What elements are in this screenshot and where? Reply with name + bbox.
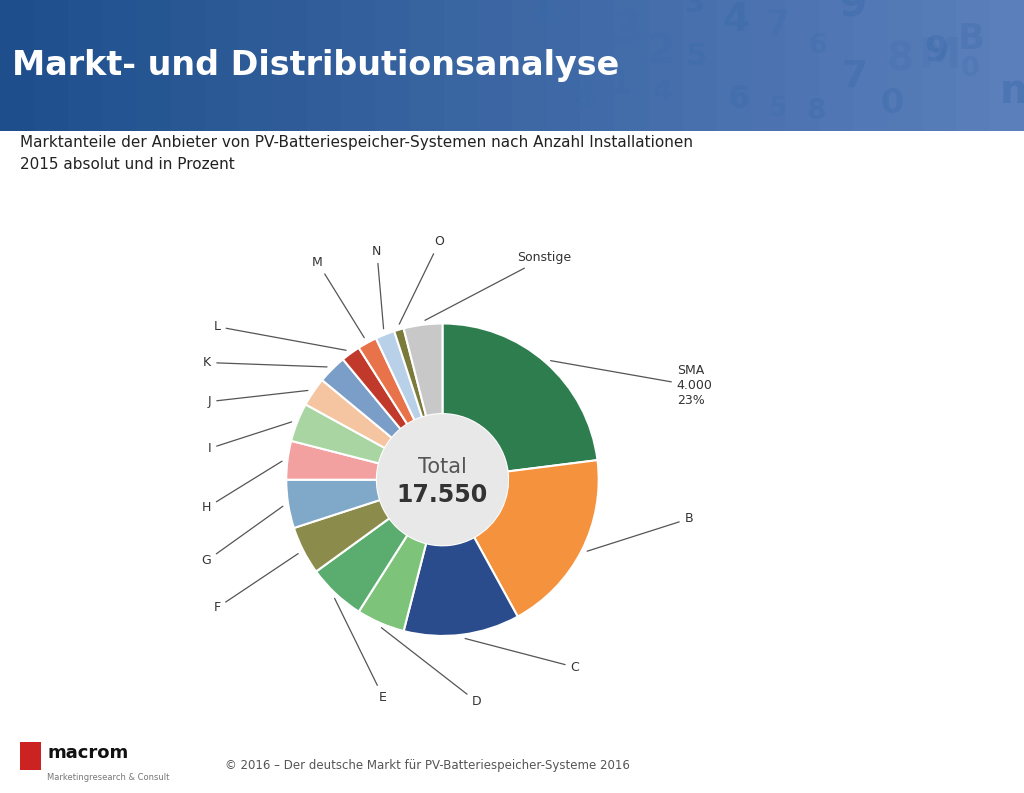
Text: 6: 6 (728, 84, 751, 116)
Wedge shape (305, 380, 392, 448)
Text: C: C (465, 638, 580, 674)
Wedge shape (287, 480, 380, 528)
Text: b: b (537, 0, 567, 32)
Text: 7: 7 (766, 8, 790, 42)
Wedge shape (474, 460, 599, 617)
Bar (546, 0, 581, 131)
Bar (205, 0, 239, 131)
Wedge shape (358, 535, 426, 631)
Text: D: D (381, 628, 481, 708)
Bar (888, 0, 922, 131)
Text: I: I (208, 422, 292, 455)
Text: 5: 5 (769, 96, 787, 122)
Text: Total: Total (418, 458, 467, 477)
Text: 0: 0 (881, 87, 904, 121)
Text: 3: 3 (611, 10, 642, 52)
Text: Markt- und Distributionsanalyse: Markt- und Distributionsanalyse (12, 49, 620, 82)
Bar (0, 0, 34, 131)
Text: Sonstige: Sonstige (425, 251, 571, 320)
Bar (614, 0, 648, 131)
Text: E: E (335, 599, 387, 703)
Text: N: N (372, 245, 384, 329)
Text: M: M (918, 35, 961, 77)
Wedge shape (287, 441, 379, 480)
Text: 1: 1 (531, 0, 557, 24)
Wedge shape (291, 404, 385, 463)
Bar (683, 0, 717, 131)
Text: 4: 4 (722, 2, 750, 40)
Text: M: M (312, 256, 365, 338)
Bar (478, 0, 512, 131)
Wedge shape (316, 519, 408, 611)
Bar (239, 0, 273, 131)
Wedge shape (442, 324, 597, 472)
Text: SMA
4.000
23%: SMA 4.000 23% (551, 361, 713, 408)
Text: Marktanteile der Anbieter von PV-Batteriespeicher-Systemen nach Anzahl Installat: Marktanteile der Anbieter von PV-Batteri… (20, 135, 693, 172)
Text: macrom: macrom (47, 744, 128, 762)
Bar (853, 0, 888, 131)
Text: 4: 4 (652, 79, 673, 106)
Text: %: % (567, 79, 599, 108)
Text: 0: 0 (961, 56, 980, 82)
Wedge shape (376, 331, 422, 420)
Bar (171, 0, 205, 131)
Bar (648, 0, 683, 131)
Text: 5: 5 (686, 41, 708, 71)
Bar (102, 0, 136, 131)
Wedge shape (394, 328, 426, 417)
Bar (410, 0, 443, 131)
Text: 1: 1 (609, 70, 632, 101)
Text: F: F (214, 554, 298, 615)
Text: 6: 6 (809, 33, 826, 59)
Bar (20, 742, 41, 770)
Bar (34, 0, 69, 131)
Text: B: B (587, 512, 693, 551)
Bar (69, 0, 102, 131)
Text: J: J (208, 390, 308, 408)
Text: B: B (958, 22, 985, 56)
Bar (512, 0, 546, 131)
Bar (581, 0, 614, 131)
Text: 2: 2 (568, 74, 597, 116)
Bar (819, 0, 853, 131)
Text: 9: 9 (840, 0, 867, 25)
Bar (785, 0, 819, 131)
Bar (990, 0, 1024, 131)
Text: 2: 2 (647, 32, 675, 71)
Text: O: O (399, 236, 444, 324)
Text: G: G (202, 506, 283, 568)
Wedge shape (403, 537, 518, 636)
Bar (273, 0, 307, 131)
Bar (751, 0, 785, 131)
Wedge shape (358, 339, 415, 424)
Text: Marketingresearch & Consult: Marketingresearch & Consult (47, 773, 170, 782)
Wedge shape (343, 348, 408, 429)
Bar (376, 0, 410, 131)
Text: 7: 7 (842, 58, 868, 95)
Wedge shape (403, 324, 442, 416)
Text: H: H (202, 462, 282, 515)
Bar (307, 0, 341, 131)
Text: L: L (214, 320, 346, 351)
Circle shape (377, 414, 508, 546)
Text: 8: 8 (806, 97, 825, 125)
Wedge shape (323, 359, 400, 438)
Bar (341, 0, 376, 131)
Bar (136, 0, 171, 131)
Bar (922, 0, 955, 131)
Text: 9: 9 (925, 33, 948, 67)
Bar (717, 0, 751, 131)
Text: © 2016 – Der deutsche Markt für PV-Batteriespeicher-Systeme 2016: © 2016 – Der deutsche Markt für PV-Batte… (225, 759, 630, 772)
Text: 17.550: 17.550 (397, 483, 488, 508)
Text: K: K (203, 356, 327, 369)
Text: 3: 3 (684, 0, 703, 18)
Text: 8: 8 (887, 40, 913, 79)
Text: m: m (999, 72, 1024, 113)
Bar (443, 0, 478, 131)
Bar (955, 0, 990, 131)
Wedge shape (294, 500, 389, 572)
